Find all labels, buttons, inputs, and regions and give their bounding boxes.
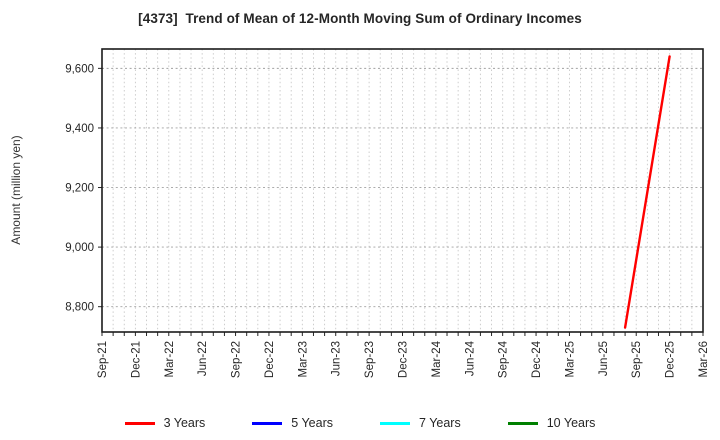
x-tick-label: Mar-23 (297, 341, 309, 377)
legend-label-3-years: 3 Years (163, 416, 206, 430)
legend-item-5-years: 5 Years (252, 416, 333, 430)
legend: 3 Years 5 Years 7 Years 10 Years (0, 416, 720, 430)
legend-label-7-years: 7 Years (419, 416, 461, 430)
legend-line-5-years-icon (252, 421, 283, 425)
y-tick-label: 9,400 (65, 123, 94, 135)
x-tick-label: Dec-23 (398, 341, 410, 378)
y-tick-label: 9,600 (65, 63, 94, 75)
x-tick-label: Mar-22 (164, 341, 176, 377)
x-tick-label: Jun-23 (331, 341, 343, 376)
x-tick-label: Sep-21 (97, 341, 109, 378)
x-tick-label: Dec-21 (130, 341, 142, 378)
legend-line-7-years-icon (380, 421, 411, 425)
legend-item-7-years: 7 Years (380, 416, 461, 430)
y-tick-label: 8,800 (65, 302, 94, 314)
x-tick-label: Mar-25 (564, 341, 576, 377)
x-tick-label: Mar-24 (431, 340, 443, 377)
x-tick-label: Sep-22 (231, 341, 243, 378)
x-tick-label: Jun-24 (464, 340, 476, 376)
legend-line-3-years-icon (124, 421, 155, 425)
y-tick-label: 9,200 (65, 183, 94, 195)
x-tick-label: Sep-24 (498, 340, 510, 378)
legend-label-10-years: 10 Years (546, 416, 596, 430)
x-tick-label: Mar-26 (698, 341, 710, 377)
series-line-3-years (623, 55, 671, 329)
x-tick-label: Dec-24 (531, 340, 543, 378)
x-tick-label: Sep-23 (364, 341, 376, 378)
x-tick-label: Jun-22 (197, 341, 209, 376)
x-tick-label: Sep-25 (631, 341, 643, 378)
x-tick-label: Dec-22 (264, 341, 276, 378)
x-tick-label: Dec-25 (665, 341, 677, 378)
legend-item-3-years: 3 Years (124, 416, 206, 430)
legend-line-10-years-icon (507, 421, 538, 425)
legend-label-5-years: 5 Years (291, 416, 334, 430)
x-tick-label: Jun-25 (598, 341, 610, 376)
legend-item-10-years: 10 Years (507, 416, 596, 430)
y-tick-label: 9,000 (65, 242, 94, 254)
plot-border (101, 48, 704, 333)
chart-title: [4373] Trend of Mean of 12-Month Moving … (138, 11, 582, 26)
